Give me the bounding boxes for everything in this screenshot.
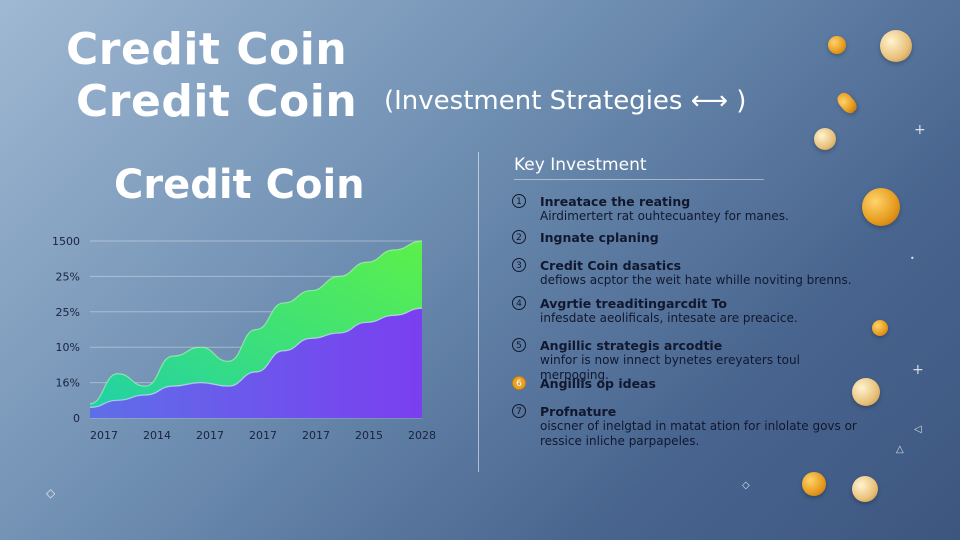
panel-divider	[478, 152, 479, 472]
item-title: Angillis op ideas	[540, 376, 656, 391]
item-title: Credit Coin dasatics	[540, 258, 682, 273]
item-description: winfor is now innect bynetes ereyaters t…	[540, 353, 800, 382]
item-description: oiscner of inelgtad in matat ation for i…	[540, 419, 857, 448]
chart-areas	[89, 240, 423, 418]
series-line-1	[89, 240, 423, 405]
sparkle-icon: ◁	[914, 424, 922, 435]
item-title: Inreatace the reating	[540, 194, 691, 209]
x-tick-label: 2015	[355, 429, 383, 442]
coin-icon	[872, 320, 888, 336]
coin-icon	[814, 128, 836, 150]
x-tick-label: 2017	[249, 429, 277, 442]
panel-heading: Key Investment	[514, 155, 647, 175]
coin-icon	[802, 472, 826, 496]
item-title: Avgrtie treaditingarcdit To	[540, 296, 727, 311]
y-axis-ticks: 1500 25% 25% 10% 16% 0	[52, 235, 80, 425]
coin-icon	[828, 36, 846, 54]
lightbulb-icon	[852, 378, 880, 406]
chart-title: Credit Coin	[114, 162, 365, 208]
item-title: Profnature	[540, 404, 617, 419]
item-title: Angillic strategis arcodtie	[540, 338, 723, 353]
item-description: defiows acptor the weit hate whille novi…	[540, 273, 852, 287]
panel-heading-rule	[514, 179, 764, 180]
sparkle-icon: •	[910, 254, 915, 263]
y-tick-label: 16%	[56, 377, 80, 390]
y-tick-label: 25%	[56, 306, 80, 319]
sparkle-icon: △	[896, 444, 904, 455]
subtitle: (Investment Strategies ⟷ )	[384, 86, 747, 116]
item-number-badge: 6	[512, 376, 526, 390]
item-number-badge: 4	[512, 296, 526, 310]
main-title-line1: Credit Coin	[66, 24, 348, 75]
item-description: Airdimertert rat ouhtecuantey for manes.	[540, 209, 789, 223]
x-tick-label: 2014	[143, 429, 171, 442]
main-title-line2: Credit Coin	[76, 76, 358, 127]
series-line-2	[89, 307, 423, 408]
x-tick-label: 2028	[408, 429, 436, 442]
y-tick-label: 25%	[56, 270, 80, 283]
y-tick-label: 10%	[56, 341, 80, 354]
item-description: infesdate aeolificals, intesate are prea…	[540, 311, 798, 325]
area-series-2	[90, 308, 422, 418]
sparkle-icon: +	[912, 362, 924, 378]
lightbulb-icon	[880, 30, 912, 62]
y-tick-label: 1500	[52, 235, 80, 248]
sparkle-icon: ◇	[742, 480, 750, 491]
x-tick-label: 2017	[90, 429, 118, 442]
x-axis-ticks: 2017 2014 2017 2017 2017 2015 2028	[90, 429, 436, 442]
y-tick-label: 0	[73, 412, 80, 425]
x-tick-label: 2017	[196, 429, 224, 442]
rocket-icon	[834, 90, 860, 116]
item-number-badge: 2	[512, 230, 526, 244]
item-title: Ingnate cplaning	[540, 230, 659, 245]
sparkle-icon: ◇	[46, 486, 56, 500]
x-tick-label: 2017	[302, 429, 330, 442]
coin-icon	[862, 188, 900, 226]
item-number-badge: 7	[512, 404, 526, 418]
item-number-badge: 5	[512, 338, 526, 352]
item-number-badge: 1	[512, 194, 526, 208]
item-number-badge: 3	[512, 258, 526, 272]
coin-icon	[852, 476, 878, 502]
sparkle-icon: +	[914, 122, 926, 138]
